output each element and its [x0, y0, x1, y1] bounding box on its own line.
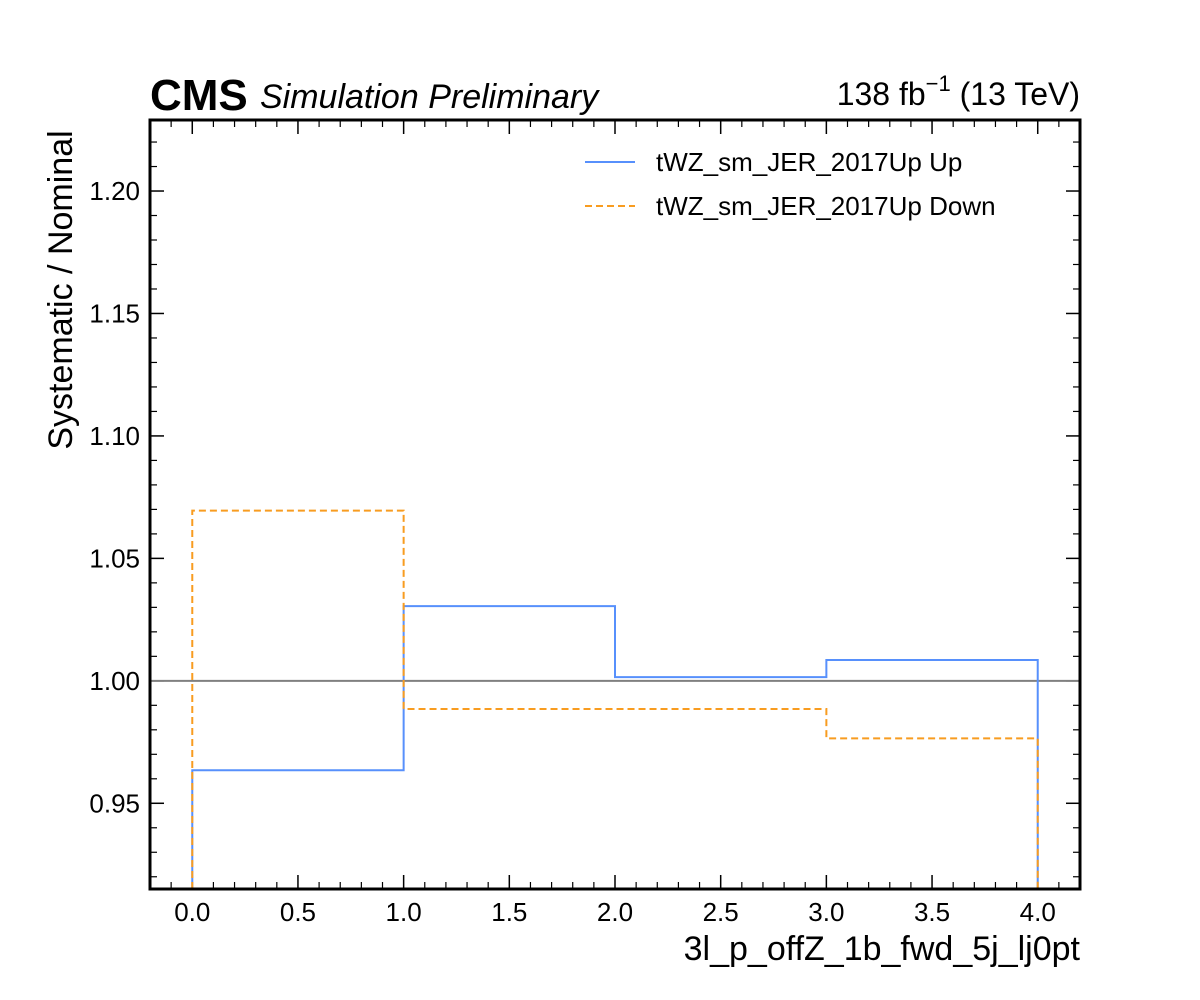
luminosity-label: 138 fb−1 (13 TeV)	[837, 71, 1080, 112]
axis-ticks: 0.0 0.5 1.0 1.5 2.0 2.5 3.0 3.5 4.0 0.95 1.00 1.05 1…	[89, 120, 1081, 927]
y-tick-label: 1.00	[89, 666, 140, 696]
cms-label: CMS	[150, 71, 248, 120]
plot-frame	[148, 118, 1082, 891]
x-tick-label: 3.5	[914, 897, 950, 927]
y-axis-title: Systematic / Nominal	[42, 130, 80, 449]
simulation-status-label: Simulation Preliminary	[260, 78, 600, 116]
y-tick-label: 1.15	[89, 298, 140, 328]
y-tick-label: 1.05	[89, 543, 140, 573]
x-tick-label: 0.0	[174, 897, 210, 927]
series-line-down	[191, 509, 1039, 889]
x-tick-label: 1.5	[491, 897, 527, 927]
legend: tWZ_sm_JER_2017Up Up tWZ_sm_JER_2017Up Do…	[585, 147, 996, 221]
plot-area	[150, 509, 1080, 889]
y-tick-label: 1.20	[89, 176, 140, 206]
x-tick-label: 0.5	[280, 897, 316, 927]
legend-label: tWZ_sm_JER_2017Up Up	[656, 147, 962, 177]
x-tick-label: 2.5	[703, 897, 739, 927]
legend-label: tWZ_sm_JER_2017Up Down	[656, 191, 996, 221]
x-tick-label: 1.0	[386, 897, 422, 927]
series-line-up	[191, 605, 1039, 889]
x-axis-title: 3l_p_offZ_1b_fwd_5j_lj0pt	[684, 930, 1081, 968]
x-tick-label: 2.0	[597, 897, 633, 927]
x-tick-label: 4.0	[1020, 897, 1056, 927]
x-tick-label: 3.0	[808, 897, 844, 927]
y-tick-label: 1.10	[89, 421, 140, 451]
y-tick-label: 0.95	[89, 788, 140, 818]
